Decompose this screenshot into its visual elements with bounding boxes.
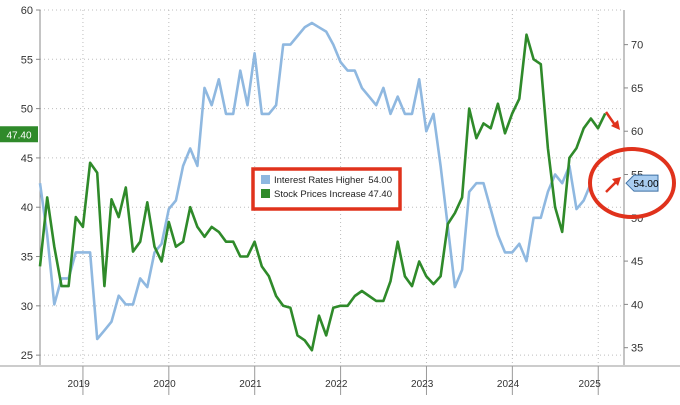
arrow-up-icon bbox=[605, 181, 617, 193]
right-tick-label: 40 bbox=[631, 299, 643, 311]
right-tick-label: 70 bbox=[631, 40, 643, 52]
highlight-circle bbox=[588, 147, 676, 219]
x-tick-label: 2024 bbox=[497, 379, 520, 390]
right-tick-label: 45 bbox=[631, 256, 643, 268]
left-tick-label: 25 bbox=[21, 350, 33, 362]
left-value-tag bbox=[0, 126, 38, 143]
arrow-down-icon bbox=[604, 111, 617, 126]
right-value-tag bbox=[625, 174, 659, 192]
left-tick-label: 45 bbox=[21, 153, 33, 165]
left-tick-label: 40 bbox=[21, 202, 33, 214]
right-tick-label: 60 bbox=[631, 126, 643, 138]
legend-frame bbox=[251, 167, 402, 211]
legend-entry-value: 47.40 bbox=[368, 189, 392, 200]
legend-swatch bbox=[261, 189, 270, 198]
x-tick-label: 2025 bbox=[579, 379, 602, 390]
x-tick-label: 2021 bbox=[239, 379, 262, 390]
left-value-tag-label: 47.40 bbox=[6, 130, 31, 141]
legend-entry-value: 54.00 bbox=[368, 175, 392, 186]
left-tick-label: 30 bbox=[21, 301, 33, 313]
left-tick-label: 50 bbox=[21, 104, 33, 116]
series-line-stock-prices-increase bbox=[38, 33, 607, 352]
arrow-down-head-icon bbox=[611, 120, 620, 130]
arrow-up-head-icon bbox=[612, 177, 621, 186]
series-line-interest-rates-higher bbox=[38, 21, 593, 341]
left-tick-label: 55 bbox=[21, 54, 33, 66]
left-tick-label: 60 bbox=[21, 5, 33, 17]
x-tick-label: 2019 bbox=[68, 379, 91, 390]
x-tick-label: 2023 bbox=[411, 379, 434, 390]
x-tick-label: 2020 bbox=[153, 379, 176, 390]
legend-entry-label: Interest Rates Higher bbox=[274, 175, 364, 186]
legend-entry-label: Stock Prices Increase bbox=[274, 189, 366, 200]
x-tick-label: 2022 bbox=[325, 379, 348, 390]
left-tick-label: 35 bbox=[21, 252, 33, 264]
right-value-tag-label: 54.00 bbox=[633, 179, 658, 190]
legend-swatch bbox=[261, 175, 270, 184]
right-tick-label: 35 bbox=[631, 343, 643, 355]
right-tick-label: 65 bbox=[631, 83, 643, 95]
